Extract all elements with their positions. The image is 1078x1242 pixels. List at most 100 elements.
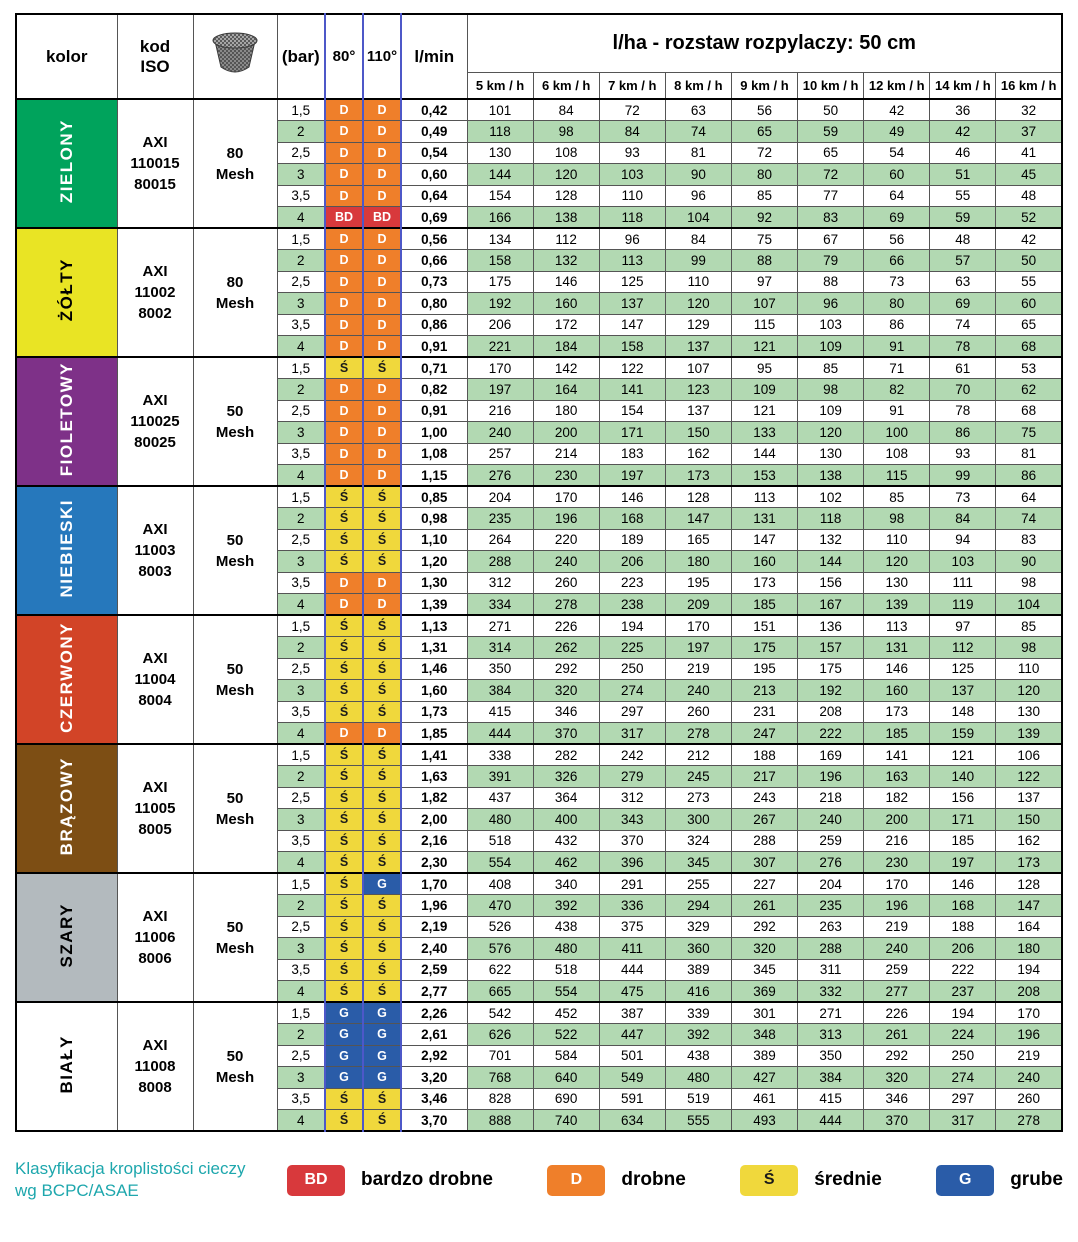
lha-value: 138: [797, 464, 865, 487]
lha-value: 164: [995, 915, 1063, 938]
flow-rate-lmin: 1,82: [400, 786, 468, 809]
droplet-class-110: D: [362, 571, 402, 594]
lha-value: 59: [797, 120, 865, 143]
lha-value: 121: [730, 335, 799, 358]
lha-value: 168: [929, 894, 997, 917]
bar-value: 2: [276, 765, 326, 788]
mesh-line: Mesh: [215, 552, 255, 570]
flow-rate-lmin: 2,59: [400, 958, 468, 981]
lha-value: 137: [664, 399, 732, 422]
lha-value: 438: [532, 915, 600, 938]
mesh-cell: 50 Mesh: [192, 1001, 278, 1132]
lha-value: 52: [995, 206, 1063, 229]
droplet-class-110: D: [362, 722, 402, 745]
lha-value: 121: [730, 399, 799, 422]
mesh-line: Mesh: [215, 294, 255, 312]
lha-value: 170: [466, 356, 534, 379]
col-header-bar: (bar): [276, 13, 326, 100]
bar-value: 3,5: [276, 184, 326, 207]
rate-row: 4 D D 1,39 334 278 238 209 185 167 139 119 104: [16, 593, 1063, 616]
lha-value: 189: [598, 528, 666, 551]
lha-value: 113: [730, 485, 799, 508]
droplet-class-80: Ś: [324, 485, 364, 508]
mesh-cell: 80 Mesh: [192, 227, 278, 358]
flow-rate-lmin: 1,20: [400, 550, 468, 573]
droplet-class-80: D: [324, 163, 364, 186]
lha-value: 493: [730, 1109, 799, 1132]
iso-code-line: 8008: [138, 1079, 172, 1096]
lha-value: 70: [929, 378, 997, 401]
lha-value: 84: [532, 98, 600, 121]
lha-value: 68: [995, 399, 1063, 422]
droplet-class-110: Ś: [362, 786, 402, 809]
droplet-class-80: Ś: [324, 1109, 364, 1132]
bar-value: 4: [276, 335, 326, 358]
lha-value: 214: [532, 442, 600, 465]
lha-value: 103: [598, 163, 666, 186]
lha-value: 69: [863, 206, 931, 229]
lha-value: 332: [797, 980, 865, 1003]
rate-row: 2,5 D D 0,91 216 180 154 137 121 109 91 78 68: [16, 399, 1063, 422]
color-name: FIOLETOWY: [57, 361, 77, 477]
droplet-class-80: D: [324, 571, 364, 594]
droplet-class-80: D: [324, 270, 364, 293]
mesh-line: 80: [226, 144, 244, 162]
bar-value: 3: [276, 292, 326, 315]
rate-row: BIAŁY AXI 11008 8008 50 Mesh 1,5 G G 2,26 542 452 38…: [15, 1001, 1063, 1132]
lha-value: 180: [532, 399, 600, 422]
lha-value: 138: [532, 206, 600, 229]
lha-value: 141: [863, 743, 931, 766]
droplet-class-110: BD: [362, 206, 402, 229]
lha-value: 297: [598, 700, 666, 723]
lha-value: 103: [797, 313, 865, 336]
lha-value: 162: [664, 442, 732, 465]
lha-value: 55: [929, 184, 997, 207]
lha-value: 196: [797, 765, 865, 788]
bar-value: 2: [276, 249, 326, 272]
iso-code-line: 11004: [134, 671, 176, 688]
droplet-class-80: Ś: [324, 915, 364, 938]
lha-value: 292: [730, 915, 799, 938]
lha-value: 86: [863, 313, 931, 336]
lha-value: 64: [863, 184, 931, 207]
flow-rate-lmin: 1,10: [400, 528, 468, 551]
droplet-class-110: D: [362, 270, 402, 293]
lha-value: 163: [863, 765, 931, 788]
flow-rate-lmin: 1,85: [400, 722, 468, 745]
bar-value: 1,5: [276, 872, 326, 895]
lha-value: 261: [863, 1023, 931, 1046]
rate-row: 3 D D 1,00 240 200 171 150 133 120 100 86 75: [16, 421, 1063, 444]
lha-value: 444: [598, 958, 666, 981]
lha-value: 291: [598, 872, 666, 895]
lha-value: 85: [730, 184, 799, 207]
kod-line: kod: [139, 36, 171, 56]
lha-value: 55: [995, 270, 1063, 293]
lha-value: 146: [863, 657, 931, 680]
color-name: CZERWONY: [57, 621, 77, 733]
rate-row: 3,5 Ś Ś 2,59 622 518 444 389 345 311 259 222 194: [16, 958, 1063, 981]
lha-value: 223: [598, 571, 666, 594]
lha-value: 262: [532, 636, 600, 659]
lha-value: 276: [466, 464, 534, 487]
lha-value: 141: [598, 378, 666, 401]
lha-value: 408: [466, 872, 534, 895]
lha-value: 222: [797, 722, 865, 745]
lha-value: 522: [532, 1023, 600, 1046]
iso-code-line: AXI: [142, 521, 168, 538]
flow-rate-lmin: 0,91: [400, 335, 468, 358]
bar-value: 1,5: [276, 98, 326, 121]
main-header-row: kolor kod ISO: [15, 13, 1063, 100]
iso-code-cell: AXI 11003 8003: [116, 485, 194, 616]
lha-value: 260: [532, 571, 600, 594]
lha-value: 297: [929, 1087, 997, 1110]
droplet-class-80: D: [324, 184, 364, 207]
lha-value: 200: [863, 808, 931, 831]
lha-value: 146: [532, 270, 600, 293]
lha-value: 78: [929, 399, 997, 422]
rate-row: 3,5 Ś Ś 1,73 415 346 297 260 231 208 173 148 130: [16, 700, 1063, 723]
lha-value: 526: [466, 915, 534, 938]
rate-row: 3 D D 0,60 144 120 103 90 80 72 60 51 45: [16, 163, 1063, 186]
flow-rate-lmin: 2,40: [400, 937, 468, 960]
lha-value: 320: [863, 1066, 931, 1089]
iso-line: ISO: [140, 56, 170, 76]
